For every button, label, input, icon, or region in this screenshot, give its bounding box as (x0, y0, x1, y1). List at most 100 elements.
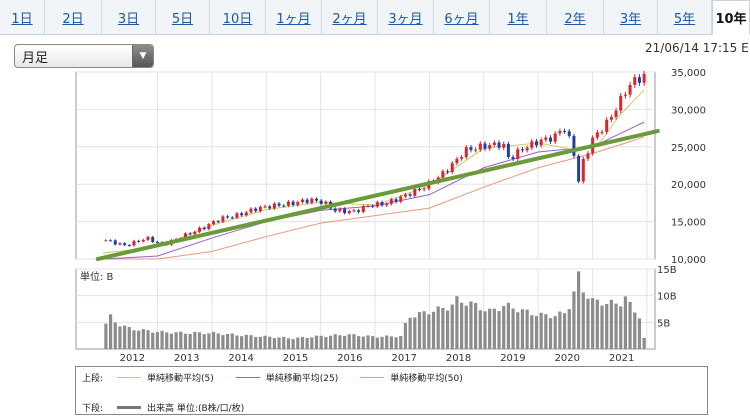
candle-body (408, 194, 412, 196)
x-tick-label: 2018 (446, 353, 471, 364)
candle-body (249, 208, 253, 213)
candle-body (441, 171, 445, 178)
candle-body (282, 205, 286, 207)
candle-body (207, 224, 211, 230)
volume-bar (211, 331, 216, 349)
tab-4[interactable]: 5日 (156, 0, 210, 34)
timestamp: 21/06/14 17:15 E (645, 41, 749, 55)
volume-bar (268, 336, 272, 349)
candle-body (614, 110, 618, 118)
volume-bar (141, 328, 145, 349)
candle-body (492, 142, 496, 145)
tab-6[interactable]: 1ヶ月 (266, 0, 322, 34)
volume-swatch (117, 406, 142, 409)
tab-9[interactable]: 6ヶ月 (434, 0, 490, 34)
candle-body (300, 199, 304, 203)
volume-bar (427, 314, 431, 349)
volume-bar (328, 335, 333, 349)
candle-body (333, 208, 337, 212)
price-tick-label: 30,000 (671, 105, 706, 116)
candle-body (623, 94, 627, 96)
x-tick-label: 2015 (283, 353, 308, 364)
tab-12[interactable]: 3年 (604, 0, 658, 34)
candle-body (235, 213, 239, 218)
candle-body (464, 147, 468, 158)
volume-bar (441, 307, 445, 349)
tab-3[interactable]: 3日 (102, 0, 156, 34)
tab-14[interactable]: 10年 (712, 0, 750, 35)
price-tick-label: 15,000 (671, 218, 706, 229)
volume-bar (417, 312, 422, 349)
candle-body (525, 147, 529, 151)
price-tick-label: 20,000 (671, 180, 706, 191)
volume-bar (483, 311, 487, 349)
candle-body (628, 84, 632, 95)
volume-bar (151, 332, 155, 349)
ma25-line (103, 121, 645, 260)
tab-2[interactable]: 2日 (45, 0, 102, 34)
candle-body (277, 203, 281, 206)
ma50-swatch (360, 377, 385, 378)
ma25-swatch (235, 377, 260, 378)
volume-bar (492, 308, 496, 349)
candle-body (127, 245, 131, 247)
volume-bar (193, 332, 197, 349)
candle-body (516, 149, 520, 159)
candle-body (399, 196, 403, 202)
volume-bar (179, 331, 183, 349)
volume-bar (623, 296, 628, 349)
candle-body (254, 208, 258, 212)
volume-bar (586, 298, 590, 349)
tab-8[interactable]: 3ヶ月 (378, 0, 434, 34)
volume-bar (333, 334, 337, 349)
candle-body (488, 144, 492, 149)
tab-5[interactable]: 10日 (210, 0, 266, 34)
volume-bar (225, 333, 230, 349)
candle-body (104, 240, 108, 242)
candle-period-select[interactable]: 月足 ▼ (14, 44, 154, 68)
volume-bar (548, 318, 553, 349)
candle-body (380, 202, 384, 206)
candle-body (183, 233, 187, 239)
candle-body (506, 143, 510, 157)
volume-bar (347, 334, 351, 349)
volume-bar (202, 334, 206, 349)
volume-bar (263, 335, 267, 349)
candle-body (534, 141, 538, 146)
tab-11[interactable]: 2年 (547, 0, 604, 34)
candle-body (263, 206, 267, 208)
x-tick-label: 2013 (174, 353, 199, 364)
candle-body (586, 153, 590, 159)
candle-body (483, 143, 487, 149)
volume-bar (520, 309, 525, 349)
volume-bar (408, 317, 412, 349)
tab-7[interactable]: 2ヶ月 (322, 0, 378, 34)
candle-body (530, 141, 534, 148)
tab-10[interactable]: 1年 (490, 0, 547, 34)
volume-bar (581, 292, 585, 349)
tab-13[interactable]: 5年 (658, 0, 712, 34)
volume-bar (361, 336, 365, 349)
legend-upper-label: 上段: (82, 374, 104, 384)
volume-bar (478, 310, 482, 349)
trend-line (95, 129, 660, 261)
volume-bar (614, 303, 618, 349)
volume-bar (188, 333, 192, 349)
volume-bar (600, 305, 604, 349)
candle-body (141, 239, 145, 242)
price-panel (75, 71, 656, 260)
volume-bar (534, 316, 539, 349)
volume-bar (628, 301, 632, 349)
candle-body (633, 77, 637, 85)
candle-body (474, 149, 478, 151)
legend-box: 上段: 単純移動平均(5) 単純移動平均(25) 単純移動平均(50) 下段: … (75, 366, 708, 415)
volume-bar (511, 308, 515, 349)
tab-1[interactable]: 1日 (0, 0, 45, 34)
volume-bar (300, 336, 305, 349)
volume-bar (296, 337, 300, 349)
volume-bar (207, 333, 211, 349)
volume-bar (272, 338, 276, 349)
candle-body (226, 216, 230, 218)
volume-bar (605, 303, 609, 349)
volume-bar (609, 299, 613, 349)
